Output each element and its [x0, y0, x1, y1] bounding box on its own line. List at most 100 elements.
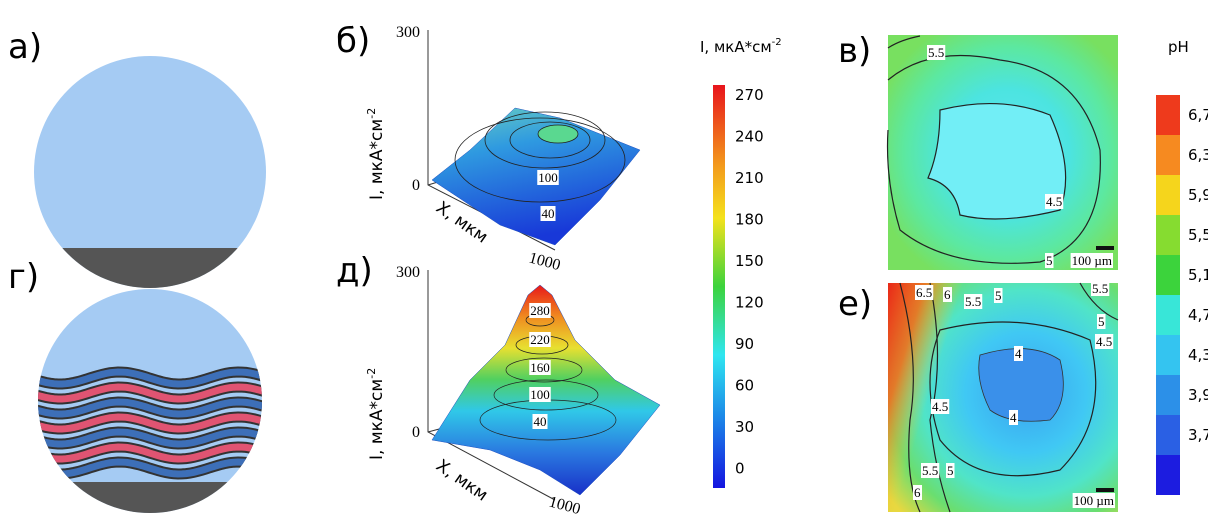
contour-label: 4.5	[932, 399, 948, 414]
contour-label: 4	[1015, 346, 1022, 361]
layer	[38, 428, 262, 448]
label-box	[537, 170, 559, 185]
label-box	[943, 287, 952, 302]
z-tick-label: 300	[396, 264, 420, 281]
contour-label: 40	[534, 414, 547, 429]
z-axis-label: I, мкА*см-2	[365, 108, 387, 200]
colorbar-tick-label: 5,1	[1188, 266, 1208, 284]
colorbar-tick-label: 120	[735, 294, 764, 312]
label-box	[913, 485, 922, 500]
label-box	[994, 288, 1003, 303]
heatmap: 5.5 4.5 5 100 µm	[886, 35, 1118, 270]
contour-label: 5	[947, 463, 954, 478]
contour-label: 100	[530, 387, 550, 402]
label-box	[921, 463, 940, 478]
colorbar-title: I, мкА*см-2	[700, 37, 782, 56]
title-sup: -2	[772, 37, 782, 48]
label-box	[1045, 253, 1054, 268]
contour-label: 5	[1098, 314, 1105, 329]
contour-label: 4.5	[1096, 334, 1112, 349]
label-sup: -2	[365, 368, 378, 379]
colorbar-tick-label: 150	[735, 252, 764, 270]
colorbar-title: pH	[1168, 38, 1189, 56]
z-axis-label: I, мкА*см-2	[365, 368, 387, 460]
colorbar-tick-label: 3,9	[1188, 386, 1208, 404]
contour-label: 160	[530, 360, 550, 375]
label-box	[927, 45, 946, 60]
layer	[38, 413, 262, 433]
surface-plot: 300 0 I, мкА*см-2 X, мкм 1000 280 220 16…	[365, 264, 661, 515]
colorbar-tick-label: 4,7	[1188, 306, 1208, 324]
colorbar-tick-label: 6,3	[1188, 146, 1208, 164]
layer	[38, 443, 262, 463]
colorbar-tick-label: 210	[735, 169, 764, 187]
colorbar-tick-label: 180	[735, 211, 764, 229]
z-tick-label: 300	[396, 24, 420, 41]
x-tick-label: 1000	[547, 493, 582, 515]
layer	[38, 398, 262, 418]
contour-label: 100	[538, 170, 558, 185]
colorbar-tick-label: 3,7	[1188, 426, 1208, 444]
label-box	[540, 206, 556, 221]
z-tick-label: 0	[412, 177, 420, 194]
label-box	[1091, 281, 1110, 296]
contour-label: 4.5	[1046, 194, 1062, 209]
colorbar-tick-label: 0	[735, 460, 745, 478]
heatmap: 6.5 6 5.5 5 5.5 5 4.5 4 4.5 4 5.5 5 6 10…	[888, 281, 1119, 513]
colorbar: pH 6,7 6,3 5,9 5,5 5,1 4,7 4,3 3,9 3,7	[1156, 38, 1208, 495]
contour-label: 5.5	[965, 294, 981, 309]
panel-label: г)	[8, 257, 39, 297]
contour-label: 5.5	[922, 463, 938, 478]
label-box	[946, 463, 955, 478]
panel-label: б)	[336, 21, 370, 61]
colorbar-tick-label: 270	[735, 86, 764, 104]
colorbar-tick-label: 4,3	[1188, 346, 1208, 364]
layer	[38, 383, 262, 403]
layer	[38, 458, 262, 478]
label-box	[1072, 493, 1115, 508]
label-box	[1097, 314, 1106, 329]
label-box	[915, 285, 934, 300]
label-box	[529, 360, 551, 375]
label-box	[529, 387, 551, 402]
contour-label: 280	[530, 303, 550, 318]
contour-label: 5.5	[1092, 281, 1108, 296]
panel-label: е)	[838, 284, 872, 324]
title-text: I, мкА*см	[700, 38, 772, 56]
contour-label: 220	[530, 332, 550, 347]
contour-label: 6.5	[916, 285, 932, 300]
colorbar-tick-label: 6,7	[1188, 106, 1208, 124]
label-box	[931, 399, 950, 414]
label-text: I, мкА*см	[367, 379, 387, 460]
panel-label: а)	[8, 27, 42, 67]
label-box	[1070, 253, 1113, 268]
label-box	[1014, 346, 1023, 361]
colorbar: I, мкА*см-2 270 240 210 180 150 120 90 60 30 0	[700, 37, 782, 488]
contour-label: 40	[542, 206, 555, 221]
label-box	[529, 332, 551, 347]
z-tick-label: 0	[412, 424, 420, 441]
x-axis-label: X, мкм	[432, 456, 491, 506]
label-sup: -2	[365, 108, 378, 119]
surface-plot: 300 0 I, мкА*см-2 X, мкм 1000 100 40	[365, 24, 641, 274]
colorbar-tick-label: 5,9	[1188, 186, 1208, 204]
panel-label: д)	[336, 251, 373, 291]
colorbar-tick-label: 30	[735, 418, 754, 436]
layer	[38, 368, 262, 388]
contour-label: 5.5	[928, 45, 944, 60]
sample-a	[34, 56, 266, 288]
label-box	[964, 294, 983, 309]
label-box	[532, 414, 548, 429]
scale-label: 100 µm	[1072, 253, 1112, 268]
colorbar-tick-label: 240	[735, 128, 764, 146]
sample-g	[38, 289, 262, 513]
contour-label: 5	[1046, 253, 1053, 268]
label-text: I, мкА*см	[367, 119, 387, 200]
contour-label: 4	[1010, 410, 1017, 425]
colorbar-tick-label: 60	[735, 377, 754, 395]
colorbar-tick-label: 5,5	[1188, 226, 1208, 244]
colorbar-tick-label: 90	[735, 335, 754, 353]
label-box	[1045, 194, 1064, 209]
scale-label: 100 µm	[1074, 493, 1114, 508]
